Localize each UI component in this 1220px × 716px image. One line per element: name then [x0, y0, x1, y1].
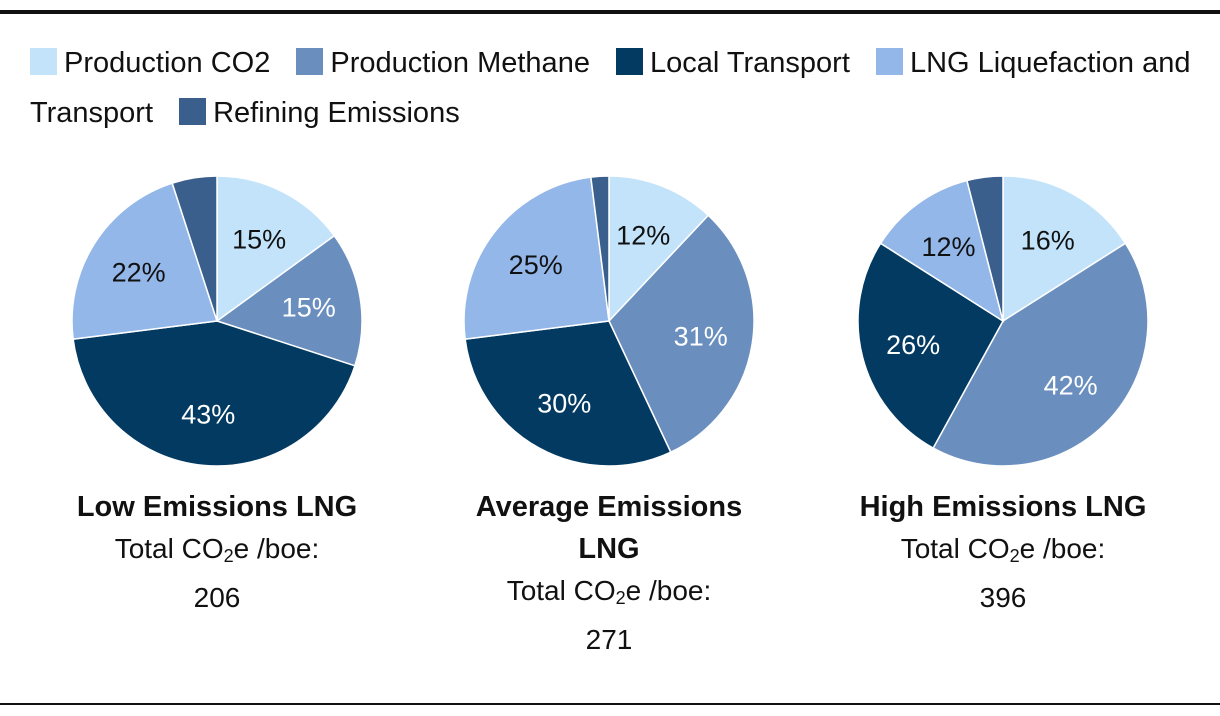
pie-total-value: 206 [193, 582, 241, 613]
pie-data-label: 12% [921, 232, 975, 262]
pie-data-label: 22% [112, 257, 166, 287]
pie-slice-production-co2 [608, 175, 710, 323]
pie-slice-production-methane [932, 242, 1149, 467]
pie-slice-production-co2 [216, 175, 336, 323]
top-rule [0, 10, 1220, 14]
legend-label: Production CO2 [64, 47, 271, 79]
pie-low-emissions-lng: 15% 15% 43% 22% [71, 175, 363, 467]
pie-title: Average Emissions LNG [475, 491, 743, 565]
pie-data-label: 25% [509, 250, 563, 280]
pie-slice-refining-emissions [171, 175, 218, 322]
pie-total-label: Total CO2e /boe: [900, 533, 1106, 566]
pie-data-label: 26% [886, 330, 940, 360]
pie-slice-local-transport [72, 320, 356, 467]
legend-swatch [875, 48, 903, 75]
pie-high-emissions-lng: 16% 42% 26% 12% [857, 175, 1149, 467]
legend-item-production-co2: Production CO2 [30, 47, 270, 79]
pie-data-label: 15% [232, 224, 286, 254]
legend-label: LNG Liquefaction and Transport [30, 47, 1191, 129]
legend-item-local-transport: Local Transport [616, 47, 850, 79]
pie-slice-lng-liquefaction-and-transport [879, 179, 1005, 323]
pie-data-label: 16% [1021, 226, 1075, 256]
pie-total-value: 271 [585, 624, 633, 655]
legend-item-refining-emissions: Refining Emissions [179, 97, 460, 129]
pie-caption-low: Low Emissions LNG Total CO2e /boe: 206 [67, 486, 367, 619]
pie-slice-refining-emissions [589, 175, 610, 322]
pie-slice-lng-liquefaction-and-transport [463, 176, 610, 341]
pie-title: Low Emissions LNG [76, 491, 358, 523]
pie-data-label: 42% [1044, 371, 1098, 401]
pie-total-label: Total CO2e /boe: [506, 575, 712, 608]
pie-slice-production-methane [608, 214, 755, 454]
pie-caption-average: Average Emissions LNG Total CO2e /boe: 2… [459, 486, 759, 661]
pie-data-label: 15% [282, 293, 336, 323]
pie-data-label: 31% [674, 322, 728, 352]
pie-slice-production-methane [215, 234, 363, 367]
pie-data-label: 43% [181, 399, 235, 429]
pie-total-value: 396 [979, 582, 1027, 613]
pie-total-label: Total CO2e /boe: [114, 533, 320, 566]
pie-caption-high: High Emissions LNG Total CO2e /boe: 396 [853, 486, 1153, 619]
legend-swatch [179, 98, 207, 125]
legend-swatch [296, 48, 324, 75]
pie-slice-production-co2 [1002, 175, 1127, 323]
pie-data-label: 30% [537, 388, 591, 418]
legend-label: Refining Emissions [213, 97, 460, 129]
legend-label: Local Transport [650, 47, 850, 79]
pie-slice-lng-liquefaction-and-transport [71, 182, 218, 341]
legend-label: Production Methane [330, 47, 590, 79]
legend-swatch [30, 48, 57, 75]
pie-slice-local-transport [857, 242, 1004, 450]
pie-data-label: 12% [616, 221, 670, 251]
pie-slice-local-transport [464, 320, 672, 467]
legend-item-lng-liquefaction: LNG Liquefaction and Transport [30, 47, 1191, 129]
pie-slice-refining-emissions [966, 175, 1004, 322]
pie-title: High Emissions LNG [859, 491, 1147, 523]
legend-item-production-methane: Production Methane [296, 47, 590, 79]
bottom-rule [0, 703, 1220, 705]
pie-average-emissions-lng: 12% 31% 30% 25% [463, 175, 755, 467]
chart-legend: Production CO2 Production Methane Local … [30, 38, 1200, 138]
legend-swatch [616, 48, 644, 75]
